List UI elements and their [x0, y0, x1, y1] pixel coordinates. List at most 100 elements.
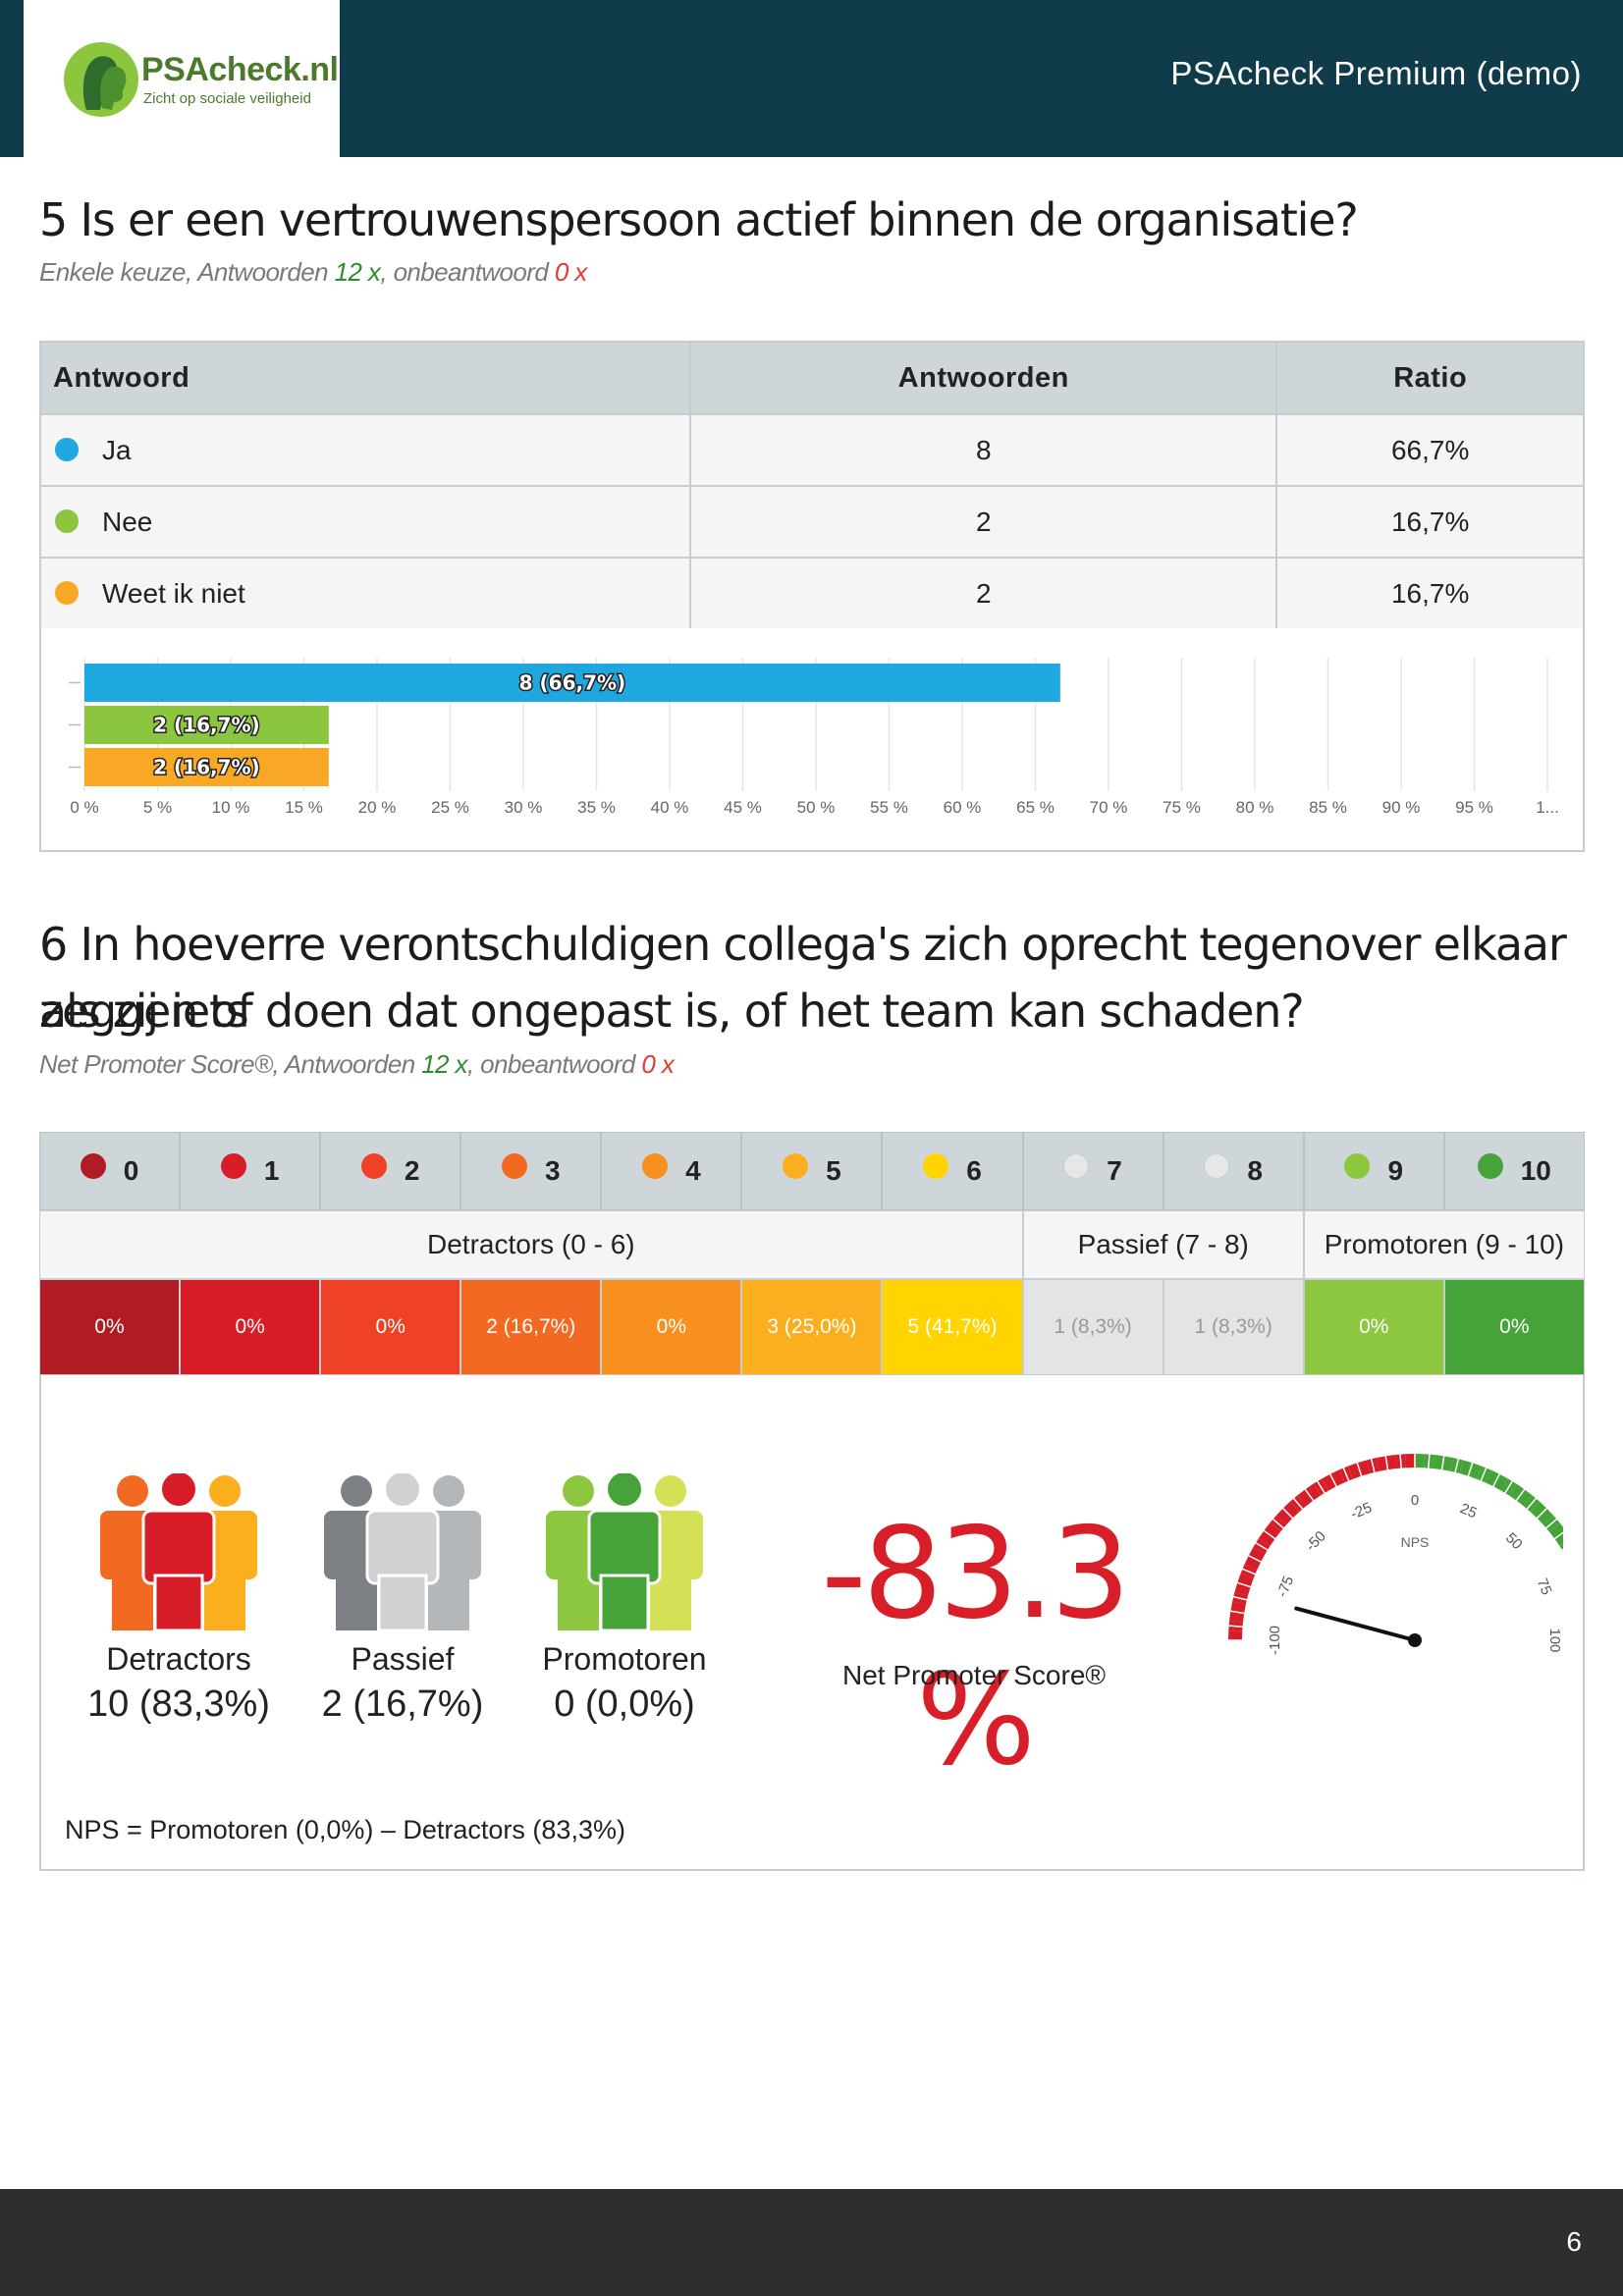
q5-title: 5 Is er een vertrouwenspersoon actief bi…	[39, 193, 1359, 246]
gauge-band-tick	[1237, 1581, 1251, 1588]
x-tick-label: 75 %	[1163, 798, 1201, 817]
q5-meta: Enkele keuze, Antwoorden 12 x, onbeantwo…	[39, 257, 587, 288]
promotoren-label: Promotoren	[542, 1641, 707, 1677]
gauge-band-segment	[1297, 1489, 1314, 1507]
gauge-tick	[1373, 1471, 1378, 1481]
gauge-tick	[1400, 1468, 1403, 1477]
gauge-band-tick	[1342, 1468, 1350, 1481]
x-tick-label: 55 %	[870, 798, 908, 817]
gauge-band-segment	[1244, 1555, 1262, 1571]
nps-value-cell: 1 (8,3%)	[1022, 1279, 1163, 1375]
logo-name: PSAcheck.nl	[141, 51, 339, 88]
ratio-cell: 16,7%	[1275, 557, 1585, 630]
detractors-label: Detractors	[106, 1641, 251, 1677]
gauge-tick	[1335, 1485, 1342, 1495]
q6-answers-label: , Antwoorden	[272, 1049, 422, 1079]
passief-summary: Passief 2 (16,7%)	[304, 1472, 501, 1726]
x-tick-label: 20 %	[358, 798, 397, 817]
column-header-ratio: Ratio	[1275, 341, 1585, 415]
gauge-tick	[1347, 1480, 1357, 1498]
answer-label: Weet ik niet	[102, 577, 245, 609]
x-tick-label: 5 %	[143, 798, 172, 817]
bar-ja[interactable]	[84, 664, 1060, 702]
gauge-tick	[1524, 1517, 1539, 1531]
gauge-band-segment	[1441, 1456, 1454, 1471]
gauge-tick	[1360, 1475, 1366, 1485]
footer-bar: 6	[0, 2189, 1623, 2296]
score-dot-icon	[783, 1153, 809, 1179]
gauge-tick	[1244, 1612, 1254, 1616]
nps-score-value: -83.3 %	[821, 1501, 1130, 1793]
gauge-tick	[1260, 1561, 1270, 1568]
answer-label: Ja	[102, 434, 132, 465]
bar-weet-ik-niet[interactable]	[84, 748, 329, 786]
gauge-band-tick	[1356, 1463, 1363, 1476]
gauge-tick-label: -50	[1303, 1528, 1329, 1555]
nps-group-label: Detractors (0 - 6)	[39, 1210, 1023, 1279]
gauge-band-tick	[1526, 1498, 1537, 1510]
gauge-band-segment	[1229, 1611, 1245, 1623]
score-dot-icon	[1204, 1153, 1230, 1179]
nps-group-row: Detractors (0 - 6) Passief (7 - 8) Promoto…	[39, 1210, 1585, 1279]
nps-summary-panel: Detractors 10 (83,3%) Passief 2 (16,7%) …	[39, 1375, 1585, 1871]
gauge-tick-label: -75	[1273, 1574, 1297, 1600]
nps-formula: NPS = Promotoren (0,0%) – Detractors (83…	[65, 1815, 625, 1844]
score-label: 0	[123, 1155, 139, 1186]
nps-score-4: 4	[601, 1132, 742, 1210]
score-label: 10	[1520, 1155, 1551, 1186]
score-dot-icon	[1344, 1153, 1371, 1179]
legend-dot-icon	[55, 437, 79, 461]
nps-gauge: -100 -75-50 -25 0 25 50 75 100 NPS	[1228, 1454, 1563, 1655]
q6-meta: Net Promoter Score®, Antwoorden 12 x, on…	[39, 1049, 675, 1080]
score-label: 8	[1247, 1155, 1263, 1186]
gauge-band-segment	[1248, 1547, 1266, 1563]
score-dot-icon	[80, 1153, 106, 1179]
q6-unanswered-label: , onbeantwoord	[466, 1049, 642, 1079]
gauge-band-tick	[1233, 1595, 1248, 1601]
bar-nee[interactable]	[84, 706, 329, 744]
bar-data-label: 8 (66,7%)	[519, 671, 626, 695]
gauge-tick	[1312, 1500, 1320, 1509]
gauge-needle	[1294, 1606, 1417, 1642]
gauge-band-tick	[1428, 1454, 1431, 1468]
gauge-band-tick	[1467, 1463, 1474, 1476]
column-header-count: Antwoorden	[689, 341, 1278, 415]
logo[interactable]: PSAcheck.nl Zicht op sociale veiligheid	[24, 0, 340, 157]
gauge-band-segment	[1228, 1630, 1243, 1640]
x-tick-label: 50 %	[797, 798, 836, 817]
table-row: Ja 8 66,7%	[38, 413, 1585, 487]
gauge-tick-label: 0	[1411, 1492, 1419, 1509]
gauge-band-segment	[1485, 1469, 1500, 1487]
gauge-band-tick	[1272, 1519, 1284, 1529]
gauge-tick	[1386, 1469, 1390, 1479]
gauge-band-segment	[1516, 1489, 1533, 1507]
passief-label: Passief	[351, 1641, 455, 1677]
gauge-band-tick	[1553, 1531, 1563, 1540]
nps-score-0: 0	[39, 1132, 181, 1210]
nps-score-7: 7	[1022, 1132, 1163, 1210]
x-tick-label: 25 %	[431, 798, 469, 817]
gauge-tick	[1267, 1549, 1276, 1556]
answer-cell: Nee	[38, 485, 692, 559]
gauge-band-tick	[1304, 1488, 1315, 1502]
gauge-band-segment	[1322, 1473, 1337, 1491]
x-tick-label: 85 %	[1309, 798, 1347, 817]
gauge-tick	[1546, 1537, 1555, 1545]
gauge-tick	[1510, 1500, 1518, 1509]
nps-value-cell: 1 (8,3%)	[1163, 1279, 1304, 1375]
q5-unanswered-label: , onbeantwoord	[380, 257, 555, 287]
score-dot-icon	[360, 1153, 387, 1179]
score-dot-icon	[1063, 1153, 1090, 1179]
score-label: 3	[544, 1155, 561, 1186]
count-cell: 2	[689, 485, 1278, 559]
gauge-tick	[1427, 1468, 1430, 1477]
legend-dot-icon	[55, 508, 79, 533]
gauge-tick	[1246, 1598, 1256, 1603]
score-dot-icon	[220, 1153, 246, 1179]
nps-value-cell: 2 (16,7%)	[460, 1279, 602, 1375]
nps-value-cell: 0%	[320, 1279, 461, 1375]
score-dot-icon	[1477, 1153, 1503, 1179]
gauge-tick	[1324, 1492, 1330, 1502]
answer-cell: Ja	[38, 413, 692, 487]
promotoren-value: 0 (0,0%)	[554, 1683, 695, 1725]
